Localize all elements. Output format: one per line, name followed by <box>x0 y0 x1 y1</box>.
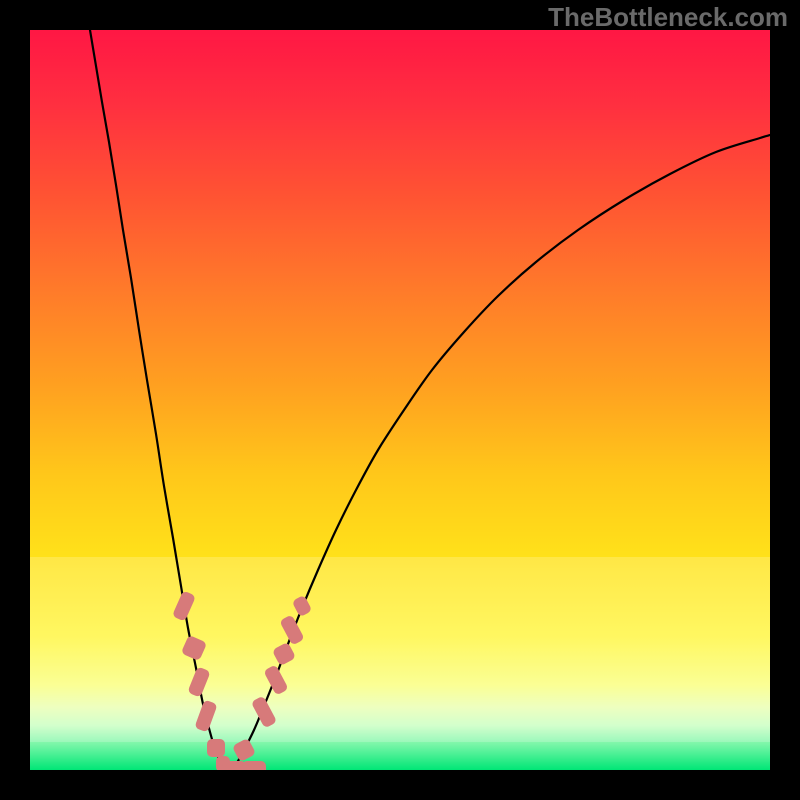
highlight-band <box>30 557 770 742</box>
watermark-text: TheBottleneck.com <box>548 2 788 32</box>
benchmark-marker <box>207 739 225 757</box>
bottleneck-chart: TheBottleneck.com <box>0 0 800 800</box>
